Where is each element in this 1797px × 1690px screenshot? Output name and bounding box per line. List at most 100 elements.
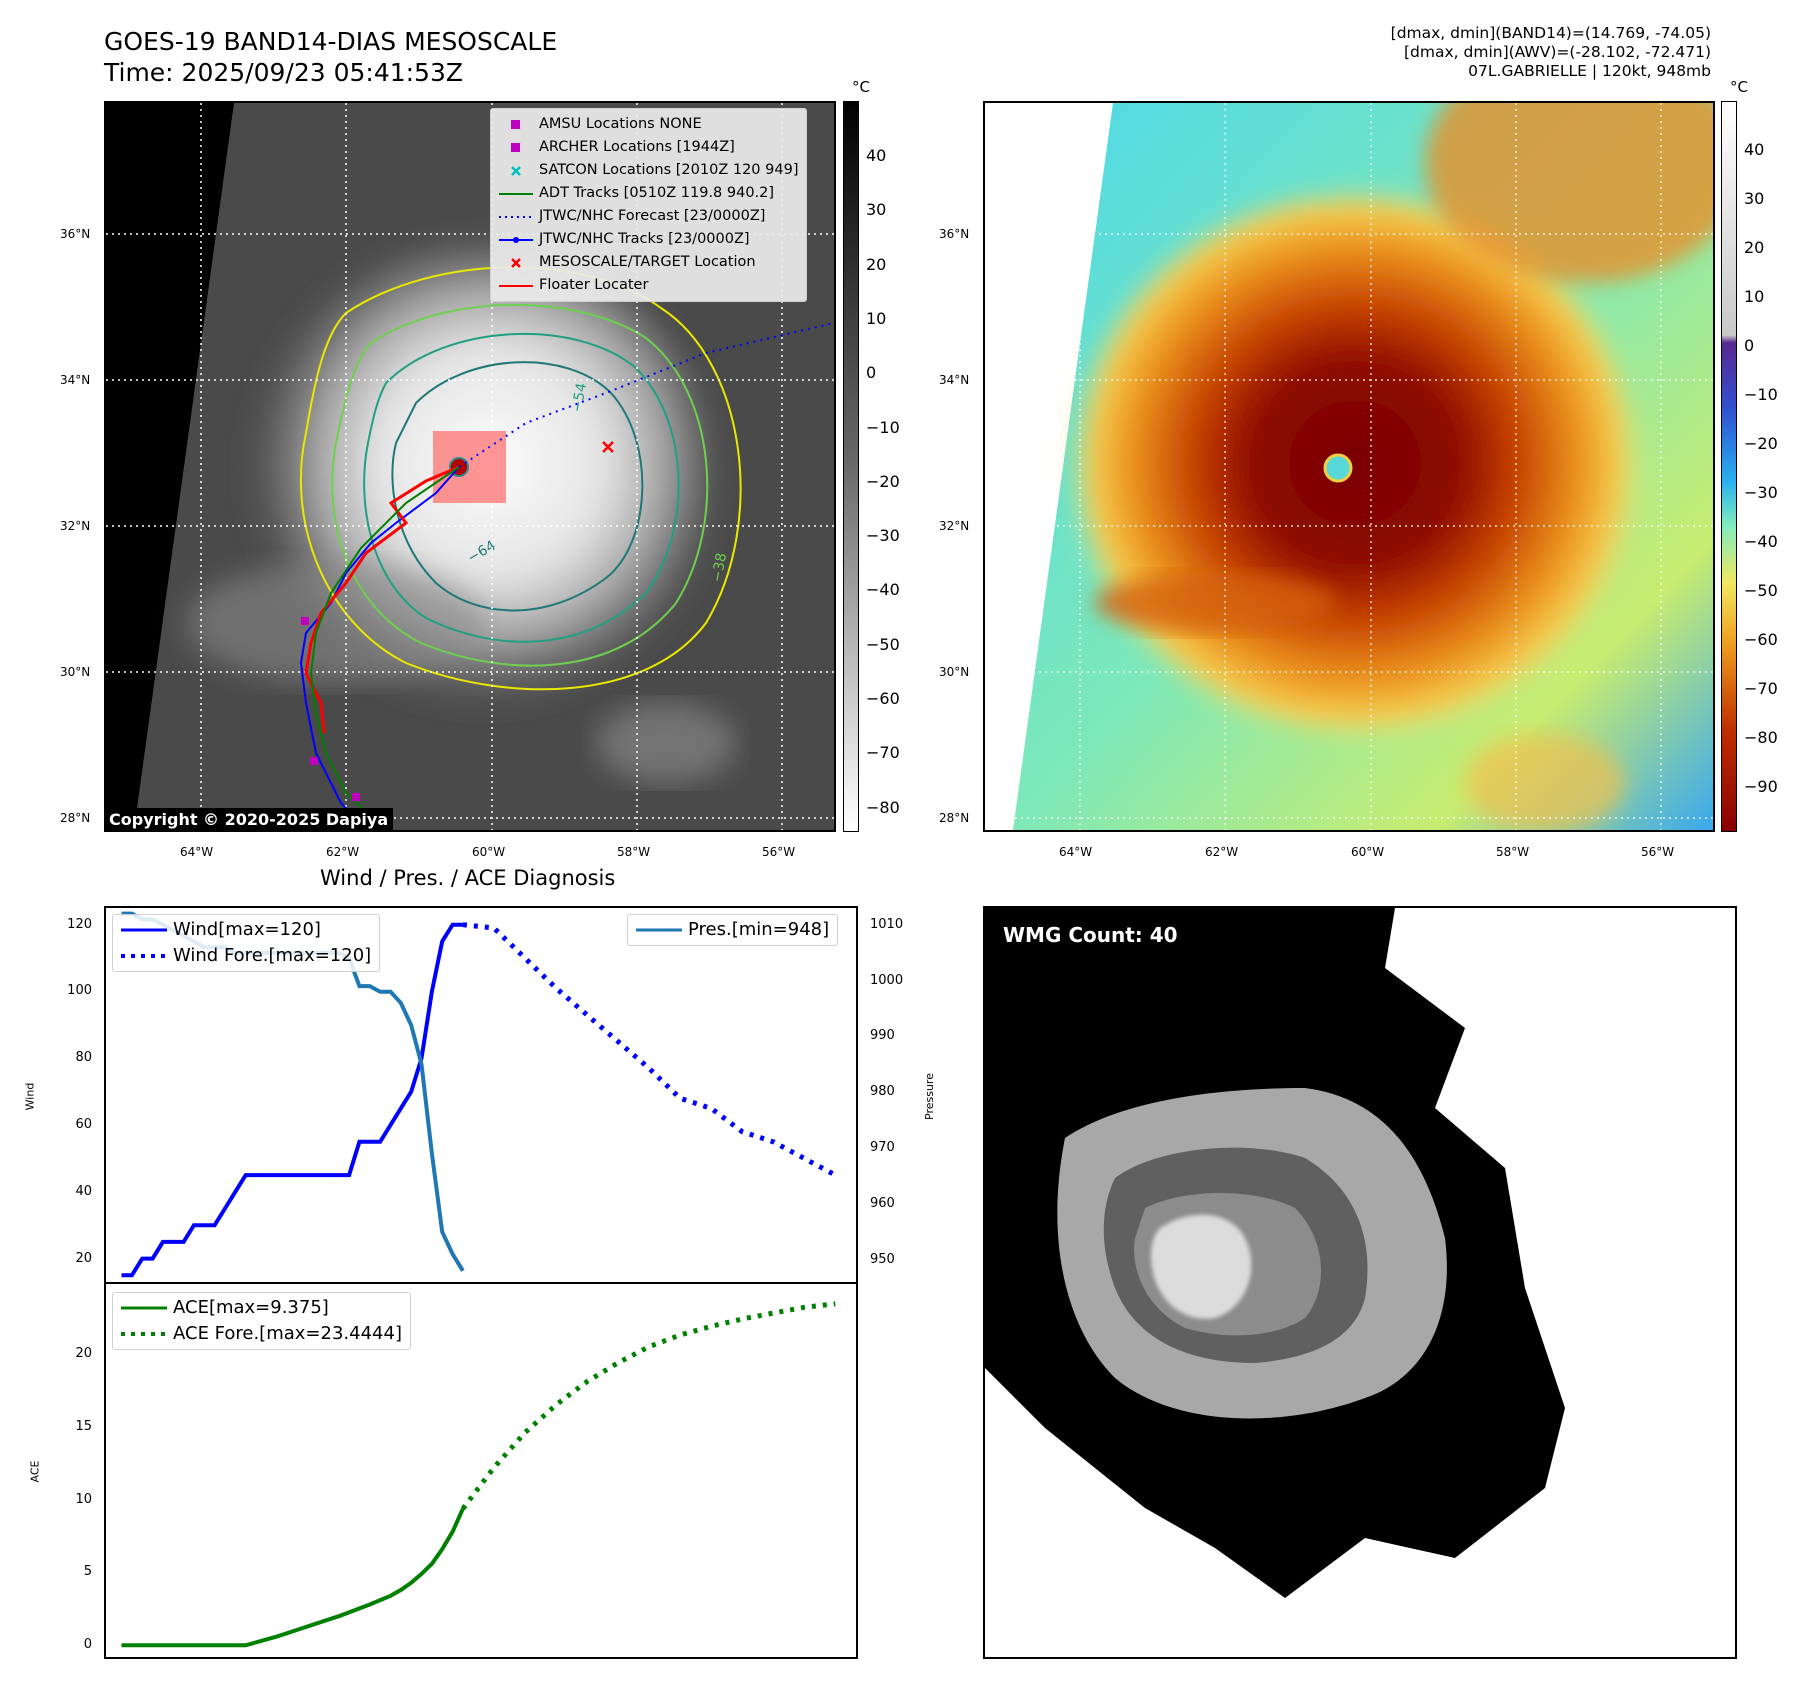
pressure-tick-label: 970 xyxy=(870,1140,895,1156)
line-icon xyxy=(121,1305,167,1311)
gray-colorbar-tick: 40 xyxy=(866,146,887,165)
legend-adt: ADT Tracks [0510Z 119.8 940.2] xyxy=(499,182,798,205)
gray-colorbar-tick: 10 xyxy=(866,308,887,328)
lat-label: 28°N xyxy=(939,811,970,825)
lon-label: 64°W xyxy=(180,845,214,859)
x-mark-icon xyxy=(499,257,533,269)
color-colorbar-tick: 10 xyxy=(1744,287,1765,306)
color-colorbar-tick: −10 xyxy=(1744,385,1778,404)
map-legend: AMSU Locations NONE ARCHER Locations [19… xyxy=(490,108,808,302)
pressure-tick-label: 990 xyxy=(870,1028,895,1044)
line-icon xyxy=(499,191,533,197)
ir-gray-map: −54 −64 −38 xyxy=(104,101,836,832)
gray-colorbar-tick: −60 xyxy=(866,689,900,708)
gray-colorbar-tick: 20 xyxy=(866,254,887,274)
ace-tick-label: 10 xyxy=(75,1491,92,1507)
eye xyxy=(1323,453,1353,483)
lat-label: 30°N xyxy=(60,665,91,679)
lat-label: 34°N xyxy=(939,373,970,387)
lon-label: 58°W xyxy=(1496,845,1530,859)
gray-colorbar xyxy=(843,101,859,832)
wind-axis-label: Wind xyxy=(23,1082,37,1111)
x-mark-icon xyxy=(499,165,533,177)
lat-label: 28°N xyxy=(60,811,91,825)
contour-label-54: −54 xyxy=(569,382,590,414)
wind-tick-label: 40 xyxy=(75,1183,92,1199)
ace-tick-label: 15 xyxy=(75,1418,92,1434)
gray-colorbar-tick: 30 xyxy=(866,200,887,220)
color-colorbar-tick: 30 xyxy=(1744,189,1765,208)
lon-label: 58°W xyxy=(617,845,651,859)
legend-floater: Floater Locater xyxy=(499,274,798,297)
lon-label: 60°W xyxy=(1351,845,1385,859)
title-line2: Time: 2025/09/23 05:41:53Z xyxy=(104,58,463,87)
pressure-axis-label: Pressure xyxy=(922,1073,936,1120)
lat-label: 32°N xyxy=(60,519,91,533)
ace-plot xyxy=(104,1282,858,1659)
gray-colorbar-tick: 0 xyxy=(866,363,877,383)
color-colorbar-tick: 20 xyxy=(1744,238,1765,257)
archer-markers xyxy=(301,617,360,801)
diagnosis-title: Wind / Pres. / ACE Diagnosis xyxy=(320,866,616,890)
lat-label: 30°N xyxy=(939,665,970,679)
ir-color-map xyxy=(983,101,1715,832)
gray-colorbar-tick: −20 xyxy=(866,471,900,491)
title-line1: GOES-19 BAND14-DIAS MESOSCALE xyxy=(104,27,558,56)
line-dot-icon xyxy=(499,236,533,244)
pressure-tick-label: 1000 xyxy=(870,972,904,988)
legend-ace: ACE[max=9.375] xyxy=(121,1295,402,1321)
color-colorbar-tick: 40 xyxy=(1744,140,1765,159)
dotted-line-icon xyxy=(121,1331,167,1337)
legend-wind-fore: Wind Fore.[max=120] xyxy=(121,943,371,969)
legend-jtwc-tracks: JTWC/NHC Tracks [23/0000Z] xyxy=(499,228,798,251)
lon-label: 56°W xyxy=(1641,845,1675,859)
floater-box xyxy=(433,431,506,503)
pressure-tick-label: 960 xyxy=(870,1195,895,1211)
lon-label: 56°W xyxy=(762,845,796,859)
color-colorbar-tick: −80 xyxy=(1744,728,1778,747)
legend-forecast: JTWC/NHC Forecast [23/0000Z] xyxy=(499,205,798,228)
square-icon xyxy=(499,119,533,130)
info-block: [dmax, dmin](BAND14)=(14.769, -74.05) [d… xyxy=(1391,24,1711,81)
wind-legend: Wind[max=120] Wind Fore.[max=120] xyxy=(112,914,381,972)
color-colorbar-tick: −50 xyxy=(1744,581,1778,600)
pressure-legend: Pres.[min=948] xyxy=(627,914,839,946)
ace-series-line-0 xyxy=(121,1507,465,1648)
adt-track xyxy=(309,466,460,830)
info-line1: [dmax, dmin](BAND14)=(14.769, -74.05) xyxy=(1390,24,1711,42)
mesoscale-target-marker xyxy=(602,441,614,453)
line-icon xyxy=(636,927,682,933)
ace-series-line-1 xyxy=(460,1301,836,1511)
wind-tick-label: 100 xyxy=(67,983,92,999)
gray-colorbar-tick: −40 xyxy=(866,580,900,600)
ace-legend: ACE[max=9.375] ACE Fore.[max=23.4444] xyxy=(112,1292,411,1350)
copyright-badge: Copyright © 2020-2025 Dapiya xyxy=(104,808,394,831)
pressure-tick-label: 1010 xyxy=(870,916,904,932)
color-colorbar-unit: °C xyxy=(1730,78,1748,96)
lat-label: 36°N xyxy=(939,227,970,241)
color-colorbar xyxy=(1721,101,1737,832)
gray-colorbar-tick: −50 xyxy=(866,634,900,654)
gray-colorbar-tick: −70 xyxy=(866,743,900,763)
pressure-tick-label: 950 xyxy=(870,1251,895,1267)
line-icon xyxy=(499,283,533,289)
ace-tick-label: 0 xyxy=(83,1637,92,1653)
series-line-0 xyxy=(121,922,463,1278)
lat-label: 36°N xyxy=(60,227,91,241)
legend-wind: Wind[max=120] xyxy=(121,917,371,943)
floater-track xyxy=(304,465,460,734)
legend-pressure: Pres.[min=948] xyxy=(636,917,829,943)
wind-tick-label: 80 xyxy=(75,1050,92,1066)
wind-tick-label: 60 xyxy=(75,1117,92,1133)
ace-axis-label: ACE xyxy=(28,1460,42,1483)
lon-label: 60°W xyxy=(472,845,506,859)
legend-satcon: SATCON Locations [2010Z 120 949] xyxy=(499,159,798,182)
gray-colorbar-unit: °C xyxy=(852,78,870,96)
square-icon xyxy=(499,142,533,153)
color-colorbar-tick: −90 xyxy=(1744,777,1778,796)
dotted-line-icon xyxy=(121,953,167,959)
color-colorbar-tick: −40 xyxy=(1744,532,1778,551)
ace-tick-label: 20 xyxy=(75,1345,92,1361)
contour-label-38: −38 xyxy=(709,552,730,584)
legend-amsu: AMSU Locations NONE xyxy=(499,113,798,136)
